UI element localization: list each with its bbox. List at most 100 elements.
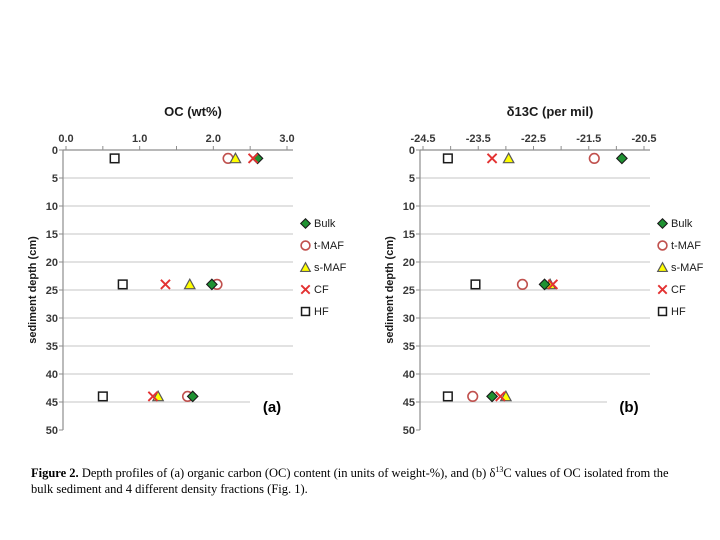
square-open-icon (300, 306, 311, 317)
marker-tmaf (516, 278, 529, 290)
marker-cf (495, 391, 506, 402)
y-tick-label: 5 (52, 173, 58, 185)
legend-item-tmaf: t-MAF (299, 239, 346, 252)
chart-d13c: δ13C (per mil) -24.5 -23.5 -22.5 -21.5 -20.5… (385, 100, 715, 445)
marker-cf (547, 279, 559, 290)
caption-text-1: Depth profiles of (a) organic carbon (OC… (78, 466, 496, 480)
panel-label-a: (a) (250, 397, 294, 419)
x-tick-label: -24.5 (410, 133, 435, 145)
square-open-legend-icon (300, 306, 311, 317)
marker-smaf (183, 277, 196, 290)
y-tick-label: 10 (403, 201, 415, 213)
y-tick-label: 50 (403, 425, 415, 437)
marker-tmaf (588, 152, 600, 165)
legend-item-smaf: s-MAF (656, 261, 703, 274)
marker-bulk (186, 390, 199, 403)
marker-smaf (502, 151, 515, 164)
y-axis-title: sediment depth (cm) (28, 236, 39, 344)
y-tick-label: 25 (403, 285, 415, 297)
triangle-legend-icon (299, 261, 312, 273)
marker-hf (442, 153, 453, 164)
legend-item-cf: CF (299, 283, 346, 296)
x-icon (657, 284, 668, 295)
diamond-icon (656, 217, 669, 230)
circle-open-icon (657, 240, 668, 251)
figure-caption: Figure 2. Depth profiles of (a) organic … (31, 464, 689, 497)
legend-label: CF (314, 283, 329, 296)
y-tick-label: 20 (46, 257, 58, 269)
x-tick-label: -23.5 (466, 133, 491, 145)
x-tick-label: -22.5 (521, 133, 546, 145)
y-tick-label: 30 (46, 313, 58, 325)
circle-open-icon (300, 240, 311, 251)
y-tick-label: 45 (46, 397, 58, 409)
square-open-icon (657, 306, 668, 317)
x-tick-label: 2.0 (206, 133, 221, 145)
legend-label: s-MAF (671, 261, 704, 274)
legend-item-bulk: Bulk (656, 217, 703, 230)
y-tick-label: 50 (46, 425, 58, 437)
square-open-legend-icon (657, 306, 668, 317)
x-tick-label: -21.5 (576, 133, 601, 145)
x-tick-label: 3.0 (279, 133, 294, 145)
diamond-legend-icon (299, 217, 312, 230)
marker-hf (117, 279, 128, 290)
caption-superscript: 13 (495, 464, 504, 474)
x-tick-label: -20.5 (631, 133, 656, 145)
legend-item-hf: HF (656, 305, 703, 318)
marker-cf (247, 153, 259, 164)
circle-open-legend-icon (657, 240, 668, 251)
y-tick-label: 35 (46, 341, 58, 353)
marker-smaf (229, 151, 242, 164)
legend-item-cf: CF (656, 283, 703, 296)
legend-label: HF (671, 305, 686, 318)
marker-tmaf (467, 390, 479, 403)
triangle-icon (656, 261, 669, 273)
legend-label: t-MAF (314, 239, 344, 252)
marker-cf (160, 279, 171, 290)
chart-oc-legend: Bulk t-MAF s-MAF CF HF (299, 217, 346, 318)
y-tick-label: 30 (403, 313, 415, 325)
marker-bulk (538, 278, 551, 291)
y-tick-label: 45 (403, 397, 415, 409)
x-legend-icon (657, 284, 668, 295)
legend-item-smaf: s-MAF (299, 261, 346, 274)
y-tick-label: 35 (403, 341, 415, 353)
chart-d13c-plot-area: -24.5 -23.5 -22.5 -21.5 -20.5 0 5 10 15 20 25 30 35 4… (385, 133, 657, 437)
panel-label-b: (b) (607, 397, 651, 419)
y-tick-label: 15 (403, 229, 415, 241)
x-icon (300, 284, 311, 295)
y-tick-label: 15 (46, 229, 58, 241)
marker-bulk (205, 278, 218, 291)
legend-label: HF (314, 305, 329, 318)
y-tick-label: 20 (403, 257, 415, 269)
marker-bulk (486, 390, 499, 403)
marker-hf (97, 391, 108, 402)
marker-cf (147, 391, 159, 402)
marker-hf (442, 391, 453, 402)
chart-oc: OC (wt%) 0.0 1.0 2.0 3.0 0 5 10 15 20 25 30 35 40 45 5… (28, 100, 358, 445)
chart-oc-title: OC (wt%) (164, 104, 222, 119)
y-tick-label: 5 (409, 173, 415, 185)
legend-label: Bulk (671, 217, 693, 230)
y-tick-label: 25 (46, 285, 58, 297)
legend-label: s-MAF (314, 261, 347, 274)
triangle-legend-icon (656, 261, 669, 273)
chart-oc-plot-area: 0.0 1.0 2.0 3.0 0 5 10 15 20 25 30 35 40 45 50 sediment… (28, 133, 295, 437)
marker-bulk (615, 152, 628, 165)
circle-open-legend-icon (300, 240, 311, 251)
y-tick-label: 40 (403, 369, 415, 381)
chart-d13c-legend: Bulk t-MAF s-MAF CF HF (656, 217, 703, 318)
x-tick-label: 0.0 (58, 133, 73, 145)
marker-hf (109, 153, 120, 164)
caption-text-2: C values of OC isolated from the bulk se… (31, 466, 669, 496)
legend-label: t-MAF (671, 239, 701, 252)
x-tick-label: 1.0 (132, 133, 147, 145)
legend-item-tmaf: t-MAF (656, 239, 703, 252)
y-tick-label: 0 (52, 145, 58, 157)
marker-hf (470, 279, 481, 290)
x-legend-icon (300, 284, 311, 295)
legend-item-bulk: Bulk (299, 217, 346, 230)
legend-label: Bulk (314, 217, 336, 230)
